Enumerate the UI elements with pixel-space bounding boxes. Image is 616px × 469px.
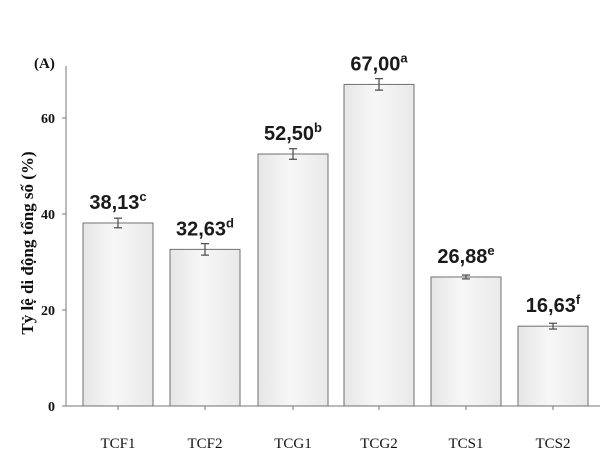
y-tick-label: 20	[41, 304, 55, 319]
significance-letter: a	[400, 50, 408, 65]
bar-tcf1	[82, 222, 154, 407]
value-label: 38,13c	[89, 189, 146, 214]
x-tick-label: TCG2	[360, 436, 398, 452]
bar-tcg2	[343, 83, 415, 407]
error-bar	[114, 217, 122, 229]
significance-letter: e	[487, 243, 494, 258]
value-label-number: 67,00	[350, 53, 400, 75]
bar-tcs2	[517, 325, 589, 407]
x-tick-label: TCS2	[535, 436, 570, 452]
value-label: 52,50b	[264, 120, 322, 145]
y-tick-label: 60	[41, 112, 55, 127]
value-label-number: 38,13	[89, 192, 139, 214]
significance-letter: b	[314, 120, 322, 135]
x-tick-label: TCS1	[448, 436, 483, 452]
value-label-number: 16,63	[526, 295, 576, 317]
bars-group: 38,13c 32,63d 52,50b 67,00a 26,88e 16,63f	[82, 50, 589, 407]
error-bar	[201, 242, 209, 256]
error-bar	[289, 148, 297, 160]
significance-letter: d	[226, 215, 234, 230]
bar-tcs1	[430, 276, 502, 407]
value-label-number: 32,63	[176, 218, 226, 240]
error-bar	[549, 322, 557, 330]
bar-tcf2	[169, 248, 241, 407]
x-tick-label: TCF2	[187, 436, 222, 452]
value-label: 67,00a	[350, 50, 408, 75]
y-axis-ticks: 0 20 40 60	[41, 112, 66, 415]
value-label: 16,63f	[526, 292, 581, 317]
error-bar	[375, 77, 383, 91]
bar-tcg1	[257, 153, 329, 407]
x-tick-label: TCF1	[100, 436, 135, 452]
y-tick-label: 0	[48, 400, 55, 415]
error-bar	[462, 274, 470, 280]
y-tick-label: 40	[41, 208, 55, 223]
x-tick-label: TCG1	[274, 436, 312, 452]
value-label-number: 52,50	[264, 123, 314, 145]
panel-label: (A)	[34, 56, 55, 72]
value-label: 26,88e	[437, 243, 494, 268]
significance-letter: c	[139, 189, 146, 204]
value-label-number: 26,88	[437, 246, 487, 268]
significance-letter: f	[576, 292, 581, 307]
value-label: 32,63d	[176, 215, 234, 240]
x-axis-ticks: TCF1 TCF2 TCG1 TCG2 TCS1 TCS2	[100, 406, 571, 452]
y-axis-label: Tỷ lệ di động tổng số (%)	[18, 151, 37, 334]
